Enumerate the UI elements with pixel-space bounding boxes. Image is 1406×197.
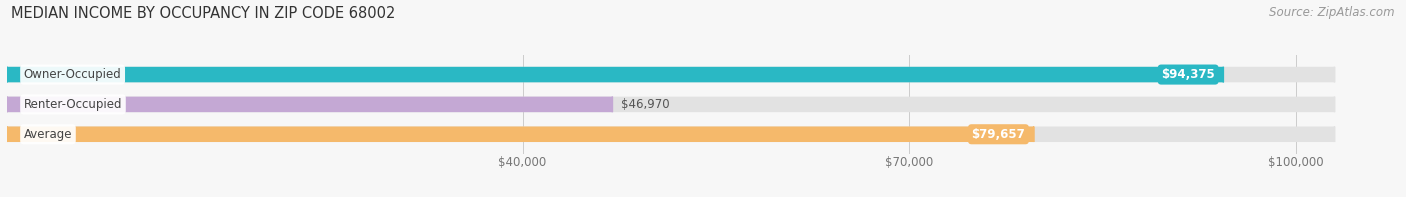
FancyBboxPatch shape: [7, 67, 1334, 82]
Text: Source: ZipAtlas.com: Source: ZipAtlas.com: [1270, 6, 1395, 19]
FancyBboxPatch shape: [7, 97, 613, 112]
FancyBboxPatch shape: [7, 126, 1033, 142]
Text: MEDIAN INCOME BY OCCUPANCY IN ZIP CODE 68002: MEDIAN INCOME BY OCCUPANCY IN ZIP CODE 6…: [11, 6, 395, 21]
FancyBboxPatch shape: [7, 97, 1334, 112]
FancyBboxPatch shape: [7, 67, 1223, 82]
FancyBboxPatch shape: [7, 126, 1334, 142]
Text: Renter-Occupied: Renter-Occupied: [24, 98, 122, 111]
Text: Owner-Occupied: Owner-Occupied: [24, 68, 121, 81]
Text: $46,970: $46,970: [620, 98, 669, 111]
Text: $79,657: $79,657: [972, 128, 1025, 141]
Text: Average: Average: [24, 128, 72, 141]
Text: $94,375: $94,375: [1161, 68, 1215, 81]
